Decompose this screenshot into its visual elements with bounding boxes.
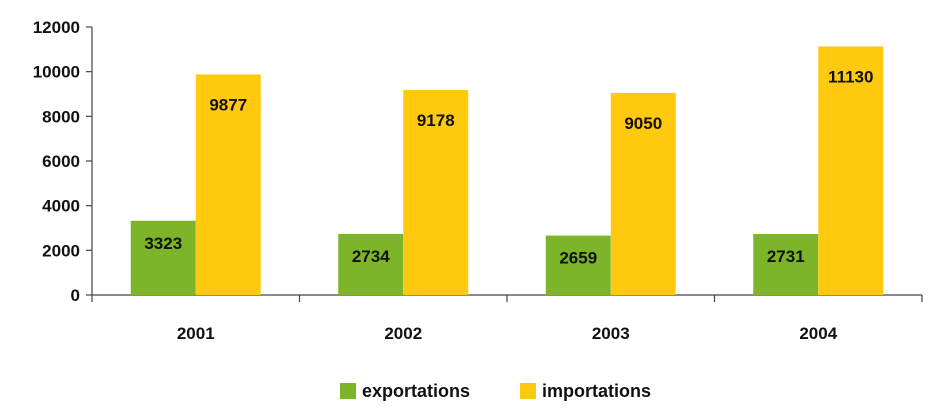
- y-axis: 0 2000 4000 6000 8000 10000 12000: [33, 18, 93, 305]
- exportations-bar: [753, 234, 819, 295]
- importations-bar: [403, 90, 469, 296]
- data-labels: 3323 2734 2659 2731 9877 9178 9050 11130: [144, 67, 873, 267]
- y-tick-label: 8000: [42, 107, 80, 126]
- y-tick-label: 6000: [42, 152, 80, 171]
- importations-value-label: 9050: [624, 114, 662, 133]
- exportations-value-label: 2731: [767, 247, 805, 266]
- x-axis: 2001 2002 2003 2004: [91, 294, 923, 343]
- exportations-value-label: 2659: [559, 249, 597, 268]
- y-tick-label: 4000: [42, 197, 80, 216]
- exportations-value-label: 2734: [352, 247, 390, 266]
- legend-label-exportations: exportations: [362, 381, 470, 401]
- importations-bar: [818, 46, 884, 296]
- legend: exportations importations: [340, 381, 651, 401]
- x-tick-label: 2003: [592, 324, 630, 343]
- exportations-bar: [338, 233, 404, 295]
- importations-bar: [195, 74, 261, 295]
- exportations-bar: [130, 220, 196, 295]
- importations-value-label: 11130: [828, 67, 873, 86]
- importations-value-label: 9178: [417, 111, 455, 130]
- legend-swatch-importations: [520, 383, 536, 399]
- legend-label-importations: importations: [542, 381, 651, 401]
- legend-swatch-exportations: [340, 383, 356, 399]
- exportations-bar: [545, 235, 611, 295]
- importations-value-label: 9877: [209, 95, 247, 114]
- exportations-value-label: 3323: [144, 234, 182, 253]
- y-tick-label: 2000: [42, 241, 80, 260]
- x-tick-label: 2001: [177, 324, 215, 343]
- y-tick-label: 12000: [33, 18, 80, 37]
- bars: [130, 46, 884, 296]
- y-tick-label: 10000: [33, 63, 80, 82]
- y-tick-label: 0: [71, 286, 80, 305]
- x-tick-label: 2004: [799, 324, 837, 343]
- importations-bar: [610, 92, 676, 295]
- x-tick-label: 2002: [384, 324, 422, 343]
